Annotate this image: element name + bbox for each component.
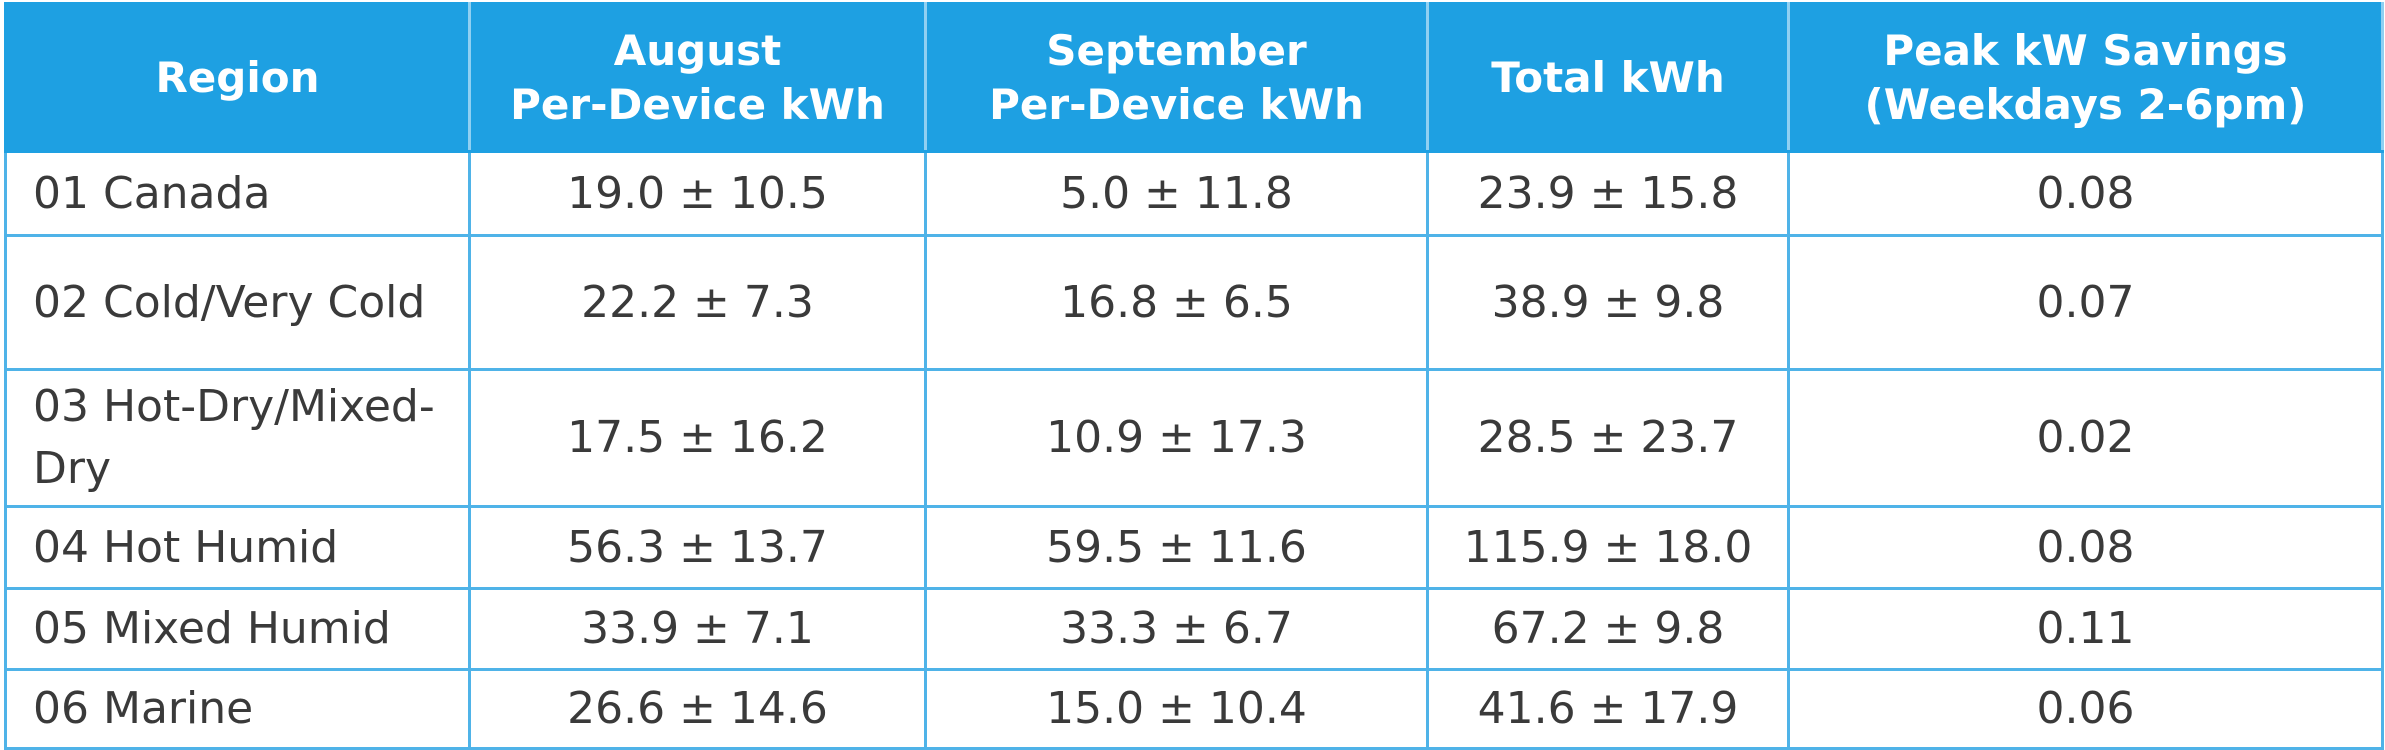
value-cell: 16.8 ± 6.5 xyxy=(924,234,1429,371)
value-cell: 10.9 ± 17.3 xyxy=(924,368,1429,508)
region-cell: 06 Marine xyxy=(4,668,471,750)
value-cell: 38.9 ± 9.8 xyxy=(1426,234,1790,371)
value-cell: 0.08 xyxy=(1787,505,2384,590)
value-cell: 17.5 ± 16.2 xyxy=(468,368,927,508)
value-cell: 26.6 ± 14.6 xyxy=(468,668,927,750)
table-row: 05 Mixed Humid 33.9 ± 7.1 33.3 ± 6.7 67.2 ±… xyxy=(4,587,2384,671)
header-cell: August Per-Device kWh xyxy=(468,2,927,153)
value-cell: 56.3 ± 13.7 xyxy=(468,505,927,590)
table-row: 04 Hot Humid 56.3 ± 13.7 59.5 ± 11.6 115.9 … xyxy=(4,505,2384,590)
value-cell: 67.2 ± 9.8 xyxy=(1426,587,1790,671)
region-cell: 05 Mixed Humid xyxy=(4,587,471,671)
value-cell: 0.06 xyxy=(1787,668,2384,750)
region-cell: 01 Canada xyxy=(4,150,471,237)
header-cell: Region xyxy=(4,2,471,153)
value-cell: 0.02 xyxy=(1787,368,2384,508)
value-cell: 59.5 ± 11.6 xyxy=(924,505,1429,590)
region-cell: 03 Hot-Dry/Mixed-Dry xyxy=(4,368,471,508)
header-cell: Total kWh xyxy=(1426,2,1790,153)
value-cell: 22.2 ± 7.3 xyxy=(468,234,927,371)
value-cell: 41.6 ± 17.9 xyxy=(1426,668,1790,750)
value-cell: 0.11 xyxy=(1787,587,2384,671)
value-cell: 5.0 ± 11.8 xyxy=(924,150,1429,237)
data-table: Region August Per-Device kWh September Per… xyxy=(4,2,2384,750)
value-cell: 19.0 ± 10.5 xyxy=(468,150,927,237)
table-row: 03 Hot-Dry/Mixed-Dry 17.5 ± 16.2 10.9 ± 17… xyxy=(4,368,2384,508)
table-row: 02 Cold/Very Cold 22.2 ± 7.3 16.8 ± 6.5 38.… xyxy=(4,234,2384,371)
value-cell: 33.3 ± 6.7 xyxy=(924,587,1429,671)
header-cell: September Per-Device kWh xyxy=(924,2,1429,153)
value-cell: 23.9 ± 15.8 xyxy=(1426,150,1790,237)
value-cell: 15.0 ± 10.4 xyxy=(924,668,1429,750)
value-cell: 115.9 ± 18.0 xyxy=(1426,505,1790,590)
table-body: 01 Canada 19.0 ± 10.5 5.0 ± 11.8 23.9 ± 15.… xyxy=(4,150,2384,750)
region-cell: 02 Cold/Very Cold xyxy=(4,234,471,371)
value-cell: 28.5 ± 23.7 xyxy=(1426,368,1790,508)
header-cell: Peak kW Savings (Weekdays 2-6pm) xyxy=(1787,2,2384,153)
region-cell: 04 Hot Humid xyxy=(4,505,471,590)
table-row: 01 Canada 19.0 ± 10.5 5.0 ± 11.8 23.9 ± 15.… xyxy=(4,150,2384,237)
header-row: Region August Per-Device kWh September Per… xyxy=(4,2,2384,153)
value-cell: 33.9 ± 7.1 xyxy=(468,587,927,671)
value-cell: 0.08 xyxy=(1787,150,2384,237)
table-row: 06 Marine 26.6 ± 14.6 15.0 ± 10.4 41.6 ± 17… xyxy=(4,668,2384,750)
value-cell: 0.07 xyxy=(1787,234,2384,371)
